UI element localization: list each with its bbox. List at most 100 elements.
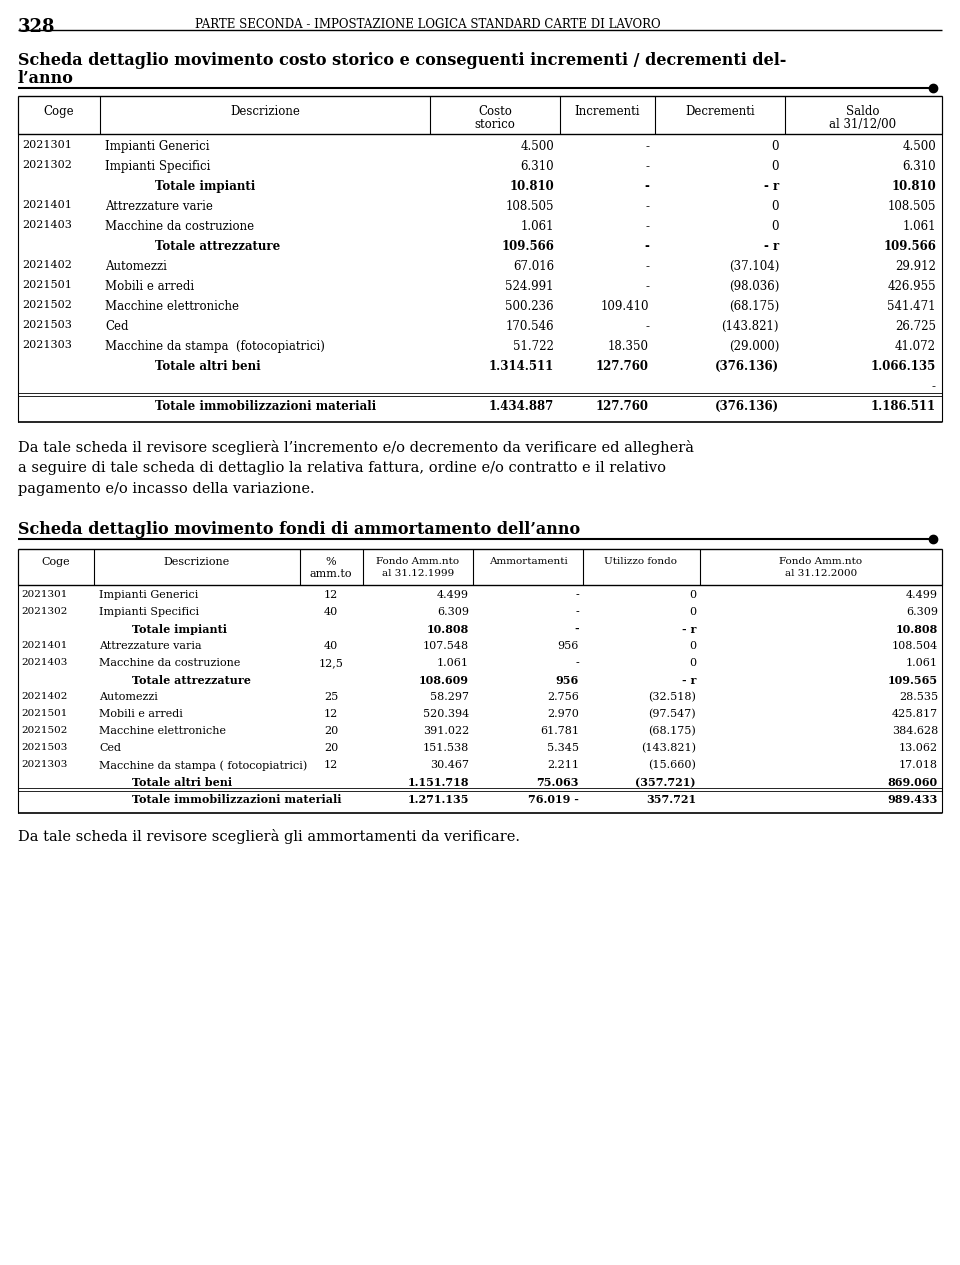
Text: Macchine da costruzione: Macchine da costruzione — [105, 220, 254, 233]
Text: Coge: Coge — [44, 105, 74, 118]
Text: Descrizione: Descrizione — [230, 105, 300, 118]
Text: a seguire di tale scheda di dettaglio la relativa fattura, ordine e/o contratto : a seguire di tale scheda di dettaglio la… — [18, 460, 666, 474]
Text: 170.546: 170.546 — [505, 320, 554, 333]
Text: 1.061: 1.061 — [906, 658, 938, 668]
Text: 17.018: 17.018 — [899, 760, 938, 770]
Text: 12: 12 — [324, 708, 338, 719]
Text: 0: 0 — [689, 658, 696, 668]
Text: 75.063: 75.063 — [537, 777, 579, 788]
Text: 1.066.135: 1.066.135 — [871, 361, 936, 373]
Text: 4.500: 4.500 — [520, 140, 554, 153]
Text: (357.721): (357.721) — [636, 777, 696, 788]
Text: - r: - r — [764, 240, 779, 253]
Text: 10.808: 10.808 — [896, 624, 938, 635]
Text: 6.310: 6.310 — [902, 159, 936, 173]
Text: - r: - r — [682, 624, 696, 635]
Text: 4.499: 4.499 — [906, 589, 938, 600]
Text: 2021401: 2021401 — [21, 641, 67, 650]
Text: 30.467: 30.467 — [430, 760, 469, 770]
Text: Totale immobilizzazioni materiali: Totale immobilizzazioni materiali — [155, 400, 376, 412]
Text: Mobili e arredi: Mobili e arredi — [99, 708, 182, 719]
Text: (68.175): (68.175) — [729, 300, 779, 312]
Text: -: - — [645, 220, 649, 233]
Text: Impianti Specifici: Impianti Specifici — [105, 159, 210, 173]
Text: (376.136): (376.136) — [715, 400, 779, 412]
Text: 2021402: 2021402 — [22, 261, 72, 269]
Text: 989.433: 989.433 — [888, 794, 938, 805]
Text: 2021503: 2021503 — [21, 743, 67, 751]
Text: -: - — [645, 320, 649, 333]
Text: 384.628: 384.628 — [892, 726, 938, 736]
Text: -: - — [645, 261, 649, 273]
Text: -: - — [645, 140, 649, 153]
Text: 18.350: 18.350 — [608, 340, 649, 353]
Text: al 31.12.2000: al 31.12.2000 — [785, 569, 857, 578]
Text: 6.310: 6.310 — [520, 159, 554, 173]
Text: Impianti Generici: Impianti Generici — [105, 140, 209, 153]
Text: (376.136): (376.136) — [715, 361, 779, 373]
Text: 2021501: 2021501 — [21, 708, 67, 719]
Text: storico: storico — [474, 118, 516, 132]
Text: (97.547): (97.547) — [648, 708, 696, 720]
Text: 76.019 -: 76.019 - — [528, 794, 579, 805]
Text: Da tale scheda il revisore sceglierà l’incremento e/o decremento da verificare e: Da tale scheda il revisore sceglierà l’i… — [18, 440, 694, 455]
Text: Attrezzature varie: Attrezzature varie — [105, 200, 213, 213]
Text: Totale immobilizzazioni materiali: Totale immobilizzazioni materiali — [132, 794, 342, 805]
Text: 2.756: 2.756 — [547, 692, 579, 702]
Text: 0: 0 — [772, 200, 779, 213]
Text: Da tale scheda il revisore sceglierà gli ammortamenti da verificare.: Da tale scheda il revisore sceglierà gli… — [18, 829, 520, 844]
Text: Macchine elettroniche: Macchine elettroniche — [105, 300, 239, 312]
Text: 520.394: 520.394 — [422, 708, 469, 719]
Text: Fondo Amm.nto: Fondo Amm.nto — [780, 557, 863, 565]
Text: Macchine da stampa  (fotocopiatrici): Macchine da stampa (fotocopiatrici) — [105, 340, 324, 353]
Text: 2021403: 2021403 — [22, 220, 72, 230]
Text: Costo: Costo — [478, 105, 512, 118]
Text: 2021402: 2021402 — [21, 692, 67, 701]
Text: 2021301: 2021301 — [22, 140, 72, 151]
Text: -: - — [644, 180, 649, 194]
Text: 0: 0 — [772, 159, 779, 173]
Text: Macchine elettroniche: Macchine elettroniche — [99, 726, 226, 736]
Text: 2021303: 2021303 — [21, 760, 67, 769]
Text: 4.500: 4.500 — [902, 140, 936, 153]
Text: 1.061: 1.061 — [437, 658, 469, 668]
Text: 109.565: 109.565 — [888, 676, 938, 686]
Text: Coge: Coge — [41, 557, 70, 567]
Text: (98.036): (98.036) — [729, 280, 779, 293]
Text: 541.471: 541.471 — [887, 300, 936, 312]
Text: 51.722: 51.722 — [514, 340, 554, 353]
Text: 0: 0 — [772, 220, 779, 233]
Text: 956: 956 — [558, 641, 579, 651]
Text: (143.821): (143.821) — [722, 320, 779, 333]
Text: 12: 12 — [324, 760, 338, 770]
Text: 391.022: 391.022 — [422, 726, 469, 736]
Text: 26.725: 26.725 — [895, 320, 936, 333]
Text: 2021303: 2021303 — [22, 340, 72, 350]
Text: Utilizzo fondo: Utilizzo fondo — [605, 557, 678, 565]
Text: Macchine da stampa ( fotocopiatrici): Macchine da stampa ( fotocopiatrici) — [99, 760, 307, 770]
Text: (68.175): (68.175) — [648, 726, 696, 736]
Text: 1.434.887: 1.434.887 — [489, 400, 554, 412]
Text: 10.810: 10.810 — [891, 180, 936, 194]
Text: Ced: Ced — [99, 743, 121, 753]
Text: - r: - r — [682, 676, 696, 686]
Text: 0: 0 — [689, 607, 696, 617]
Text: 109.410: 109.410 — [601, 300, 649, 312]
Text: Macchine da costruzione: Macchine da costruzione — [99, 658, 240, 668]
Text: 2021502: 2021502 — [21, 726, 67, 735]
Text: 426.955: 426.955 — [887, 280, 936, 293]
Text: pagamento e/o incasso della variazione.: pagamento e/o incasso della variazione. — [18, 482, 315, 496]
Text: 12,5: 12,5 — [319, 658, 344, 668]
Text: 40: 40 — [324, 641, 338, 651]
Text: 2.211: 2.211 — [547, 760, 579, 770]
Text: 1.061: 1.061 — [520, 220, 554, 233]
Text: Ammortamenti: Ammortamenti — [489, 557, 567, 565]
Text: Totale attrezzature: Totale attrezzature — [132, 676, 251, 686]
Text: Totale impianti: Totale impianti — [155, 180, 255, 194]
Text: Impianti Specifici: Impianti Specifici — [99, 607, 199, 617]
Text: 108.609: 108.609 — [419, 676, 469, 686]
Text: Attrezzature varia: Attrezzature varia — [99, 641, 202, 651]
Text: 4.499: 4.499 — [437, 589, 469, 600]
Text: 10.808: 10.808 — [427, 624, 469, 635]
Text: 25: 25 — [324, 692, 338, 702]
